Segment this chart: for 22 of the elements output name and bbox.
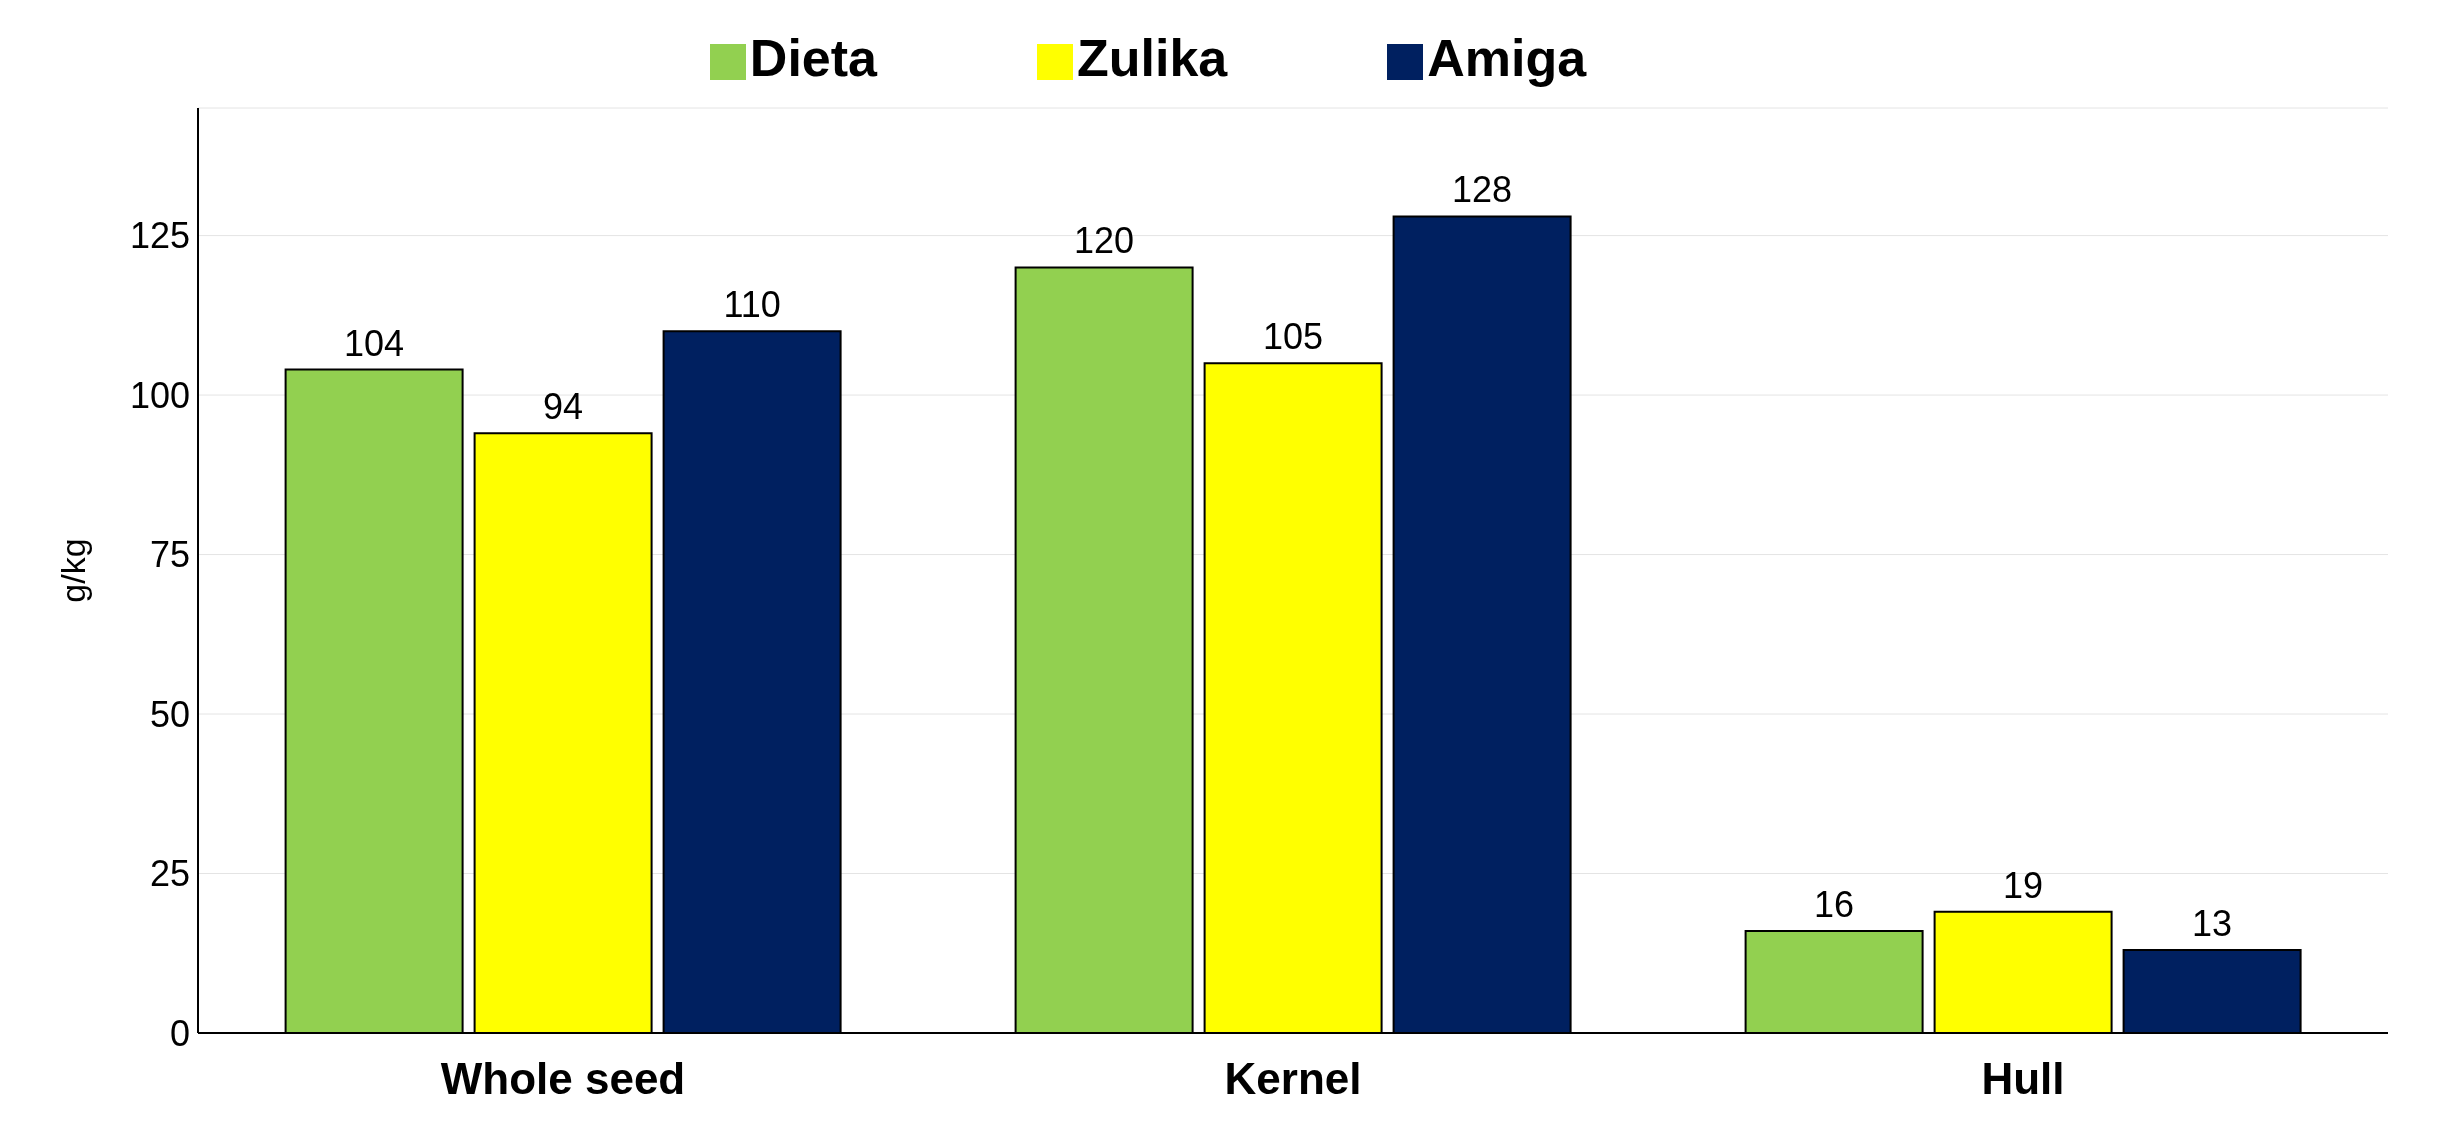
y-axis-title: g/kg [54,538,93,603]
data-label: 105 [1263,316,1324,358]
y-tick-label: 125 [129,215,190,257]
data-label: 16 [1814,883,1855,925]
y-tick-label: 25 [149,853,190,895]
legend-label: Zulika [1076,29,1228,87]
x-tick-label: Kernel [1224,1054,1362,1104]
data-label: 104 [344,322,405,364]
data-label: 110 [723,284,781,326]
y-tick-label: 100 [129,374,190,416]
y-tick-label: 50 [149,693,190,735]
data-label: 94 [543,386,584,428]
legend-label: Amiga [1427,29,1587,87]
data-label: 128 [1452,169,1513,211]
data-label: 120 [1074,220,1135,262]
x-tick-label: Whole seed [440,1054,686,1104]
x-tick-label: Hull [1981,1054,2065,1104]
data-label: 19 [2003,864,2044,906]
data-label: 13 [2192,903,2233,945]
legend-label: Dieta [749,29,877,87]
y-tick-label: 75 [149,534,190,576]
y-tick-label: 0 [169,1012,190,1054]
